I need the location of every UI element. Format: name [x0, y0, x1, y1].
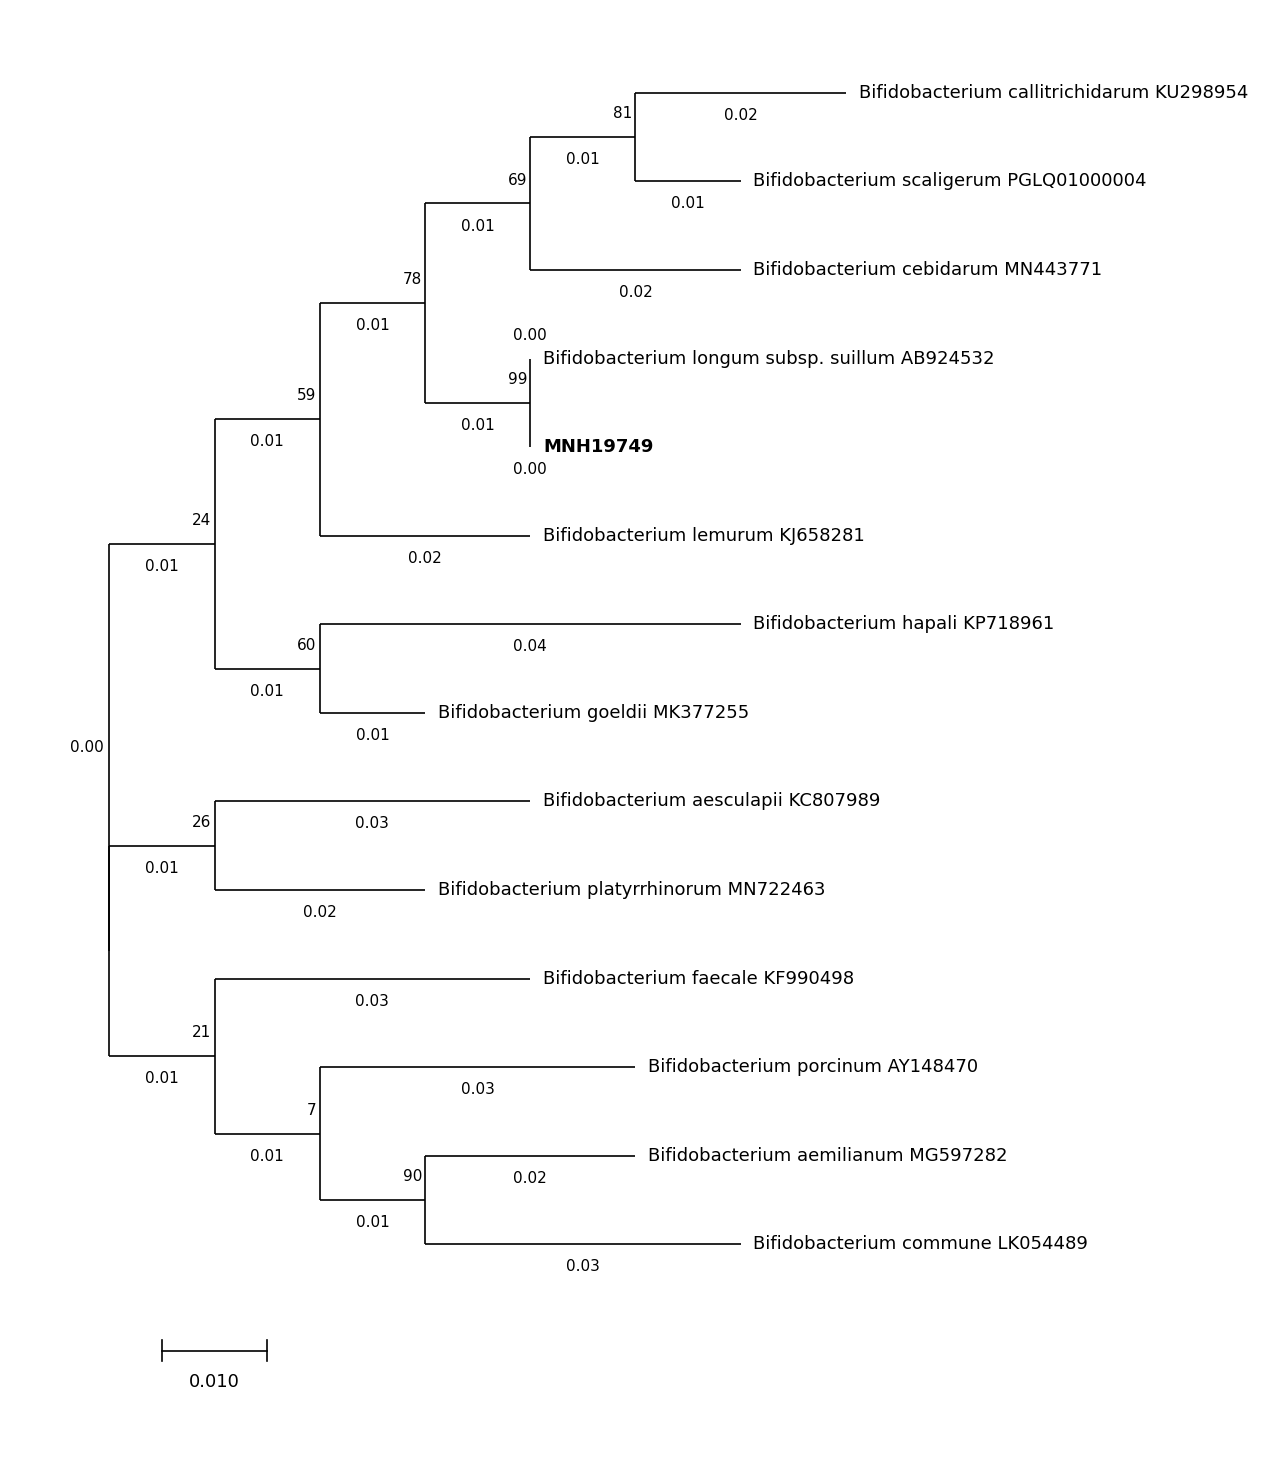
Text: MNH19749: MNH19749 [543, 438, 653, 456]
Text: 0.01: 0.01 [146, 861, 179, 876]
Text: Bifidobacterium aemilianum MG597282: Bifidobacterium aemilianum MG597282 [648, 1147, 1007, 1164]
Text: 0.01: 0.01 [250, 435, 284, 450]
Text: 0.02: 0.02 [303, 906, 336, 920]
Text: 26: 26 [192, 814, 211, 829]
Text: 0.01: 0.01 [250, 684, 284, 698]
Text: Bifidobacterium hapali KP718961: Bifidobacterium hapali KP718961 [753, 616, 1054, 634]
Text: 0.03: 0.03 [355, 994, 390, 1008]
Text: 69: 69 [507, 172, 527, 188]
Text: Bifidobacterium commune LK054489: Bifidobacterium commune LK054489 [753, 1235, 1088, 1254]
Text: 90: 90 [403, 1169, 422, 1185]
Text: 0.01: 0.01 [355, 728, 390, 742]
Text: 0.01: 0.01 [461, 219, 495, 234]
Text: 0.01: 0.01 [250, 1148, 284, 1164]
Text: 0.01: 0.01 [461, 417, 495, 432]
Text: Bifidobacterium platyrrhinorum MN722463: Bifidobacterium platyrrhinorum MN722463 [437, 881, 826, 900]
Text: 0.00: 0.00 [70, 739, 104, 756]
Text: 0.01: 0.01 [146, 1072, 179, 1086]
Text: 0.00: 0.00 [514, 462, 547, 478]
Text: 0.04: 0.04 [514, 639, 547, 654]
Text: 7: 7 [307, 1102, 317, 1117]
Text: 0.03: 0.03 [566, 1260, 599, 1274]
Text: 21: 21 [192, 1025, 211, 1041]
Text: Bifidobacterium faecale KF990498: Bifidobacterium faecale KF990498 [543, 970, 854, 988]
Text: 0.03: 0.03 [460, 1082, 495, 1097]
Text: Bifidobacterium aesculapii KC807989: Bifidobacterium aesculapii KC807989 [543, 792, 881, 810]
Text: 0.01: 0.01 [146, 559, 179, 575]
Text: Bifidobacterium cebidarum MN443771: Bifidobacterium cebidarum MN443771 [753, 260, 1103, 279]
Text: 78: 78 [403, 272, 422, 287]
Text: Bifidobacterium porcinum AY148470: Bifidobacterium porcinum AY148470 [648, 1058, 978, 1076]
Text: 0.03: 0.03 [355, 816, 390, 832]
Text: 0.010: 0.010 [189, 1373, 240, 1391]
Text: Bifidobacterium lemurum KJ658281: Bifidobacterium lemurum KJ658281 [543, 526, 865, 545]
Text: 59: 59 [298, 388, 317, 403]
Text: 0.02: 0.02 [619, 285, 652, 300]
Text: 0.02: 0.02 [408, 551, 442, 566]
Text: 60: 60 [298, 638, 317, 653]
Text: 24: 24 [192, 513, 211, 528]
Text: 0.02: 0.02 [723, 107, 758, 123]
Text: 0.02: 0.02 [514, 1170, 547, 1186]
Text: Bifidobacterium longum subsp. suillum AB924532: Bifidobacterium longum subsp. suillum AB… [543, 350, 994, 368]
Text: 0.01: 0.01 [566, 151, 599, 168]
Text: Bifidobacterium scaligerum PGLQ01000004: Bifidobacterium scaligerum PGLQ01000004 [753, 172, 1146, 190]
Text: 0.01: 0.01 [671, 197, 705, 212]
Text: Bifidobacterium goeldii MK377255: Bifidobacterium goeldii MK377255 [437, 704, 749, 722]
Text: 99: 99 [507, 372, 527, 387]
Text: Bifidobacterium callitrichidarum KU298954: Bifidobacterium callitrichidarum KU29895… [859, 84, 1247, 101]
Text: 0.00: 0.00 [514, 328, 547, 344]
Text: 81: 81 [613, 106, 633, 121]
Text: 0.01: 0.01 [355, 318, 390, 334]
Text: 0.01: 0.01 [355, 1216, 390, 1230]
